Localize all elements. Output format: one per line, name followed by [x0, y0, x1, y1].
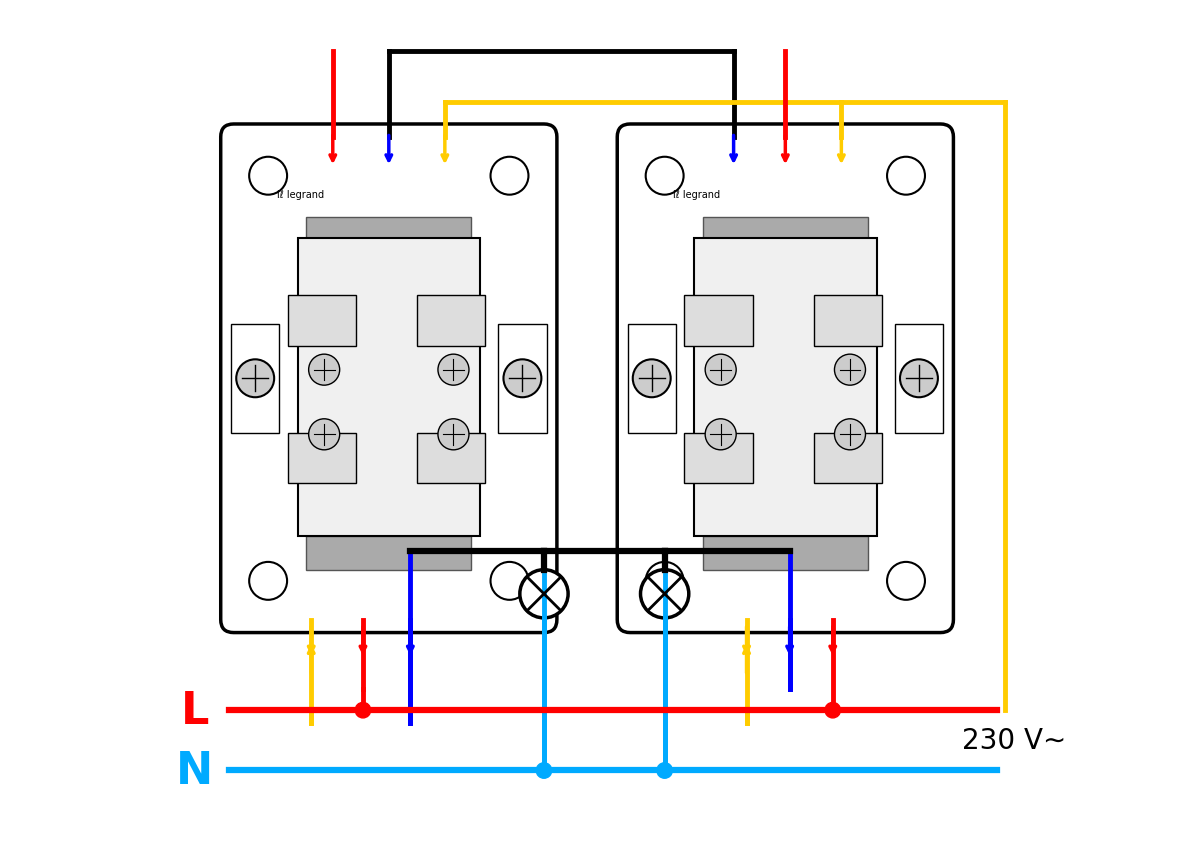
FancyBboxPatch shape	[703, 536, 868, 570]
FancyBboxPatch shape	[628, 325, 676, 433]
FancyBboxPatch shape	[498, 325, 546, 433]
Circle shape	[504, 360, 541, 398]
Circle shape	[824, 703, 840, 718]
Text: L: L	[181, 689, 209, 732]
Circle shape	[632, 360, 671, 398]
FancyBboxPatch shape	[694, 238, 876, 536]
Circle shape	[706, 355, 736, 386]
Circle shape	[900, 360, 938, 398]
Circle shape	[250, 158, 287, 195]
Circle shape	[308, 355, 340, 386]
Circle shape	[834, 355, 865, 386]
FancyBboxPatch shape	[684, 295, 752, 346]
Text: lℓ legrand: lℓ legrand	[673, 189, 720, 200]
FancyBboxPatch shape	[418, 433, 485, 484]
Text: 230 V∼: 230 V∼	[962, 727, 1067, 754]
FancyBboxPatch shape	[814, 433, 882, 484]
Circle shape	[536, 763, 552, 778]
FancyBboxPatch shape	[418, 295, 485, 346]
Circle shape	[887, 158, 925, 195]
FancyBboxPatch shape	[814, 295, 882, 346]
Circle shape	[520, 570, 568, 618]
Circle shape	[887, 562, 925, 600]
FancyBboxPatch shape	[298, 238, 480, 536]
Circle shape	[656, 763, 672, 778]
Circle shape	[438, 355, 469, 386]
Circle shape	[308, 419, 340, 450]
Text: lℓ legrand: lℓ legrand	[277, 189, 324, 200]
FancyBboxPatch shape	[617, 125, 954, 633]
Circle shape	[491, 158, 528, 195]
Circle shape	[706, 419, 736, 450]
FancyBboxPatch shape	[684, 433, 752, 484]
FancyBboxPatch shape	[288, 295, 356, 346]
Circle shape	[646, 158, 684, 195]
FancyBboxPatch shape	[288, 433, 356, 484]
FancyBboxPatch shape	[895, 325, 943, 433]
Circle shape	[236, 360, 274, 398]
Text: N: N	[176, 749, 214, 792]
Circle shape	[641, 570, 689, 618]
FancyBboxPatch shape	[306, 218, 472, 251]
Circle shape	[834, 419, 865, 450]
FancyBboxPatch shape	[221, 125, 557, 633]
Circle shape	[355, 703, 371, 718]
Circle shape	[491, 562, 528, 600]
Circle shape	[250, 562, 287, 600]
FancyBboxPatch shape	[703, 218, 868, 251]
FancyBboxPatch shape	[306, 536, 472, 570]
Circle shape	[646, 562, 684, 600]
Circle shape	[438, 419, 469, 450]
FancyBboxPatch shape	[232, 325, 280, 433]
